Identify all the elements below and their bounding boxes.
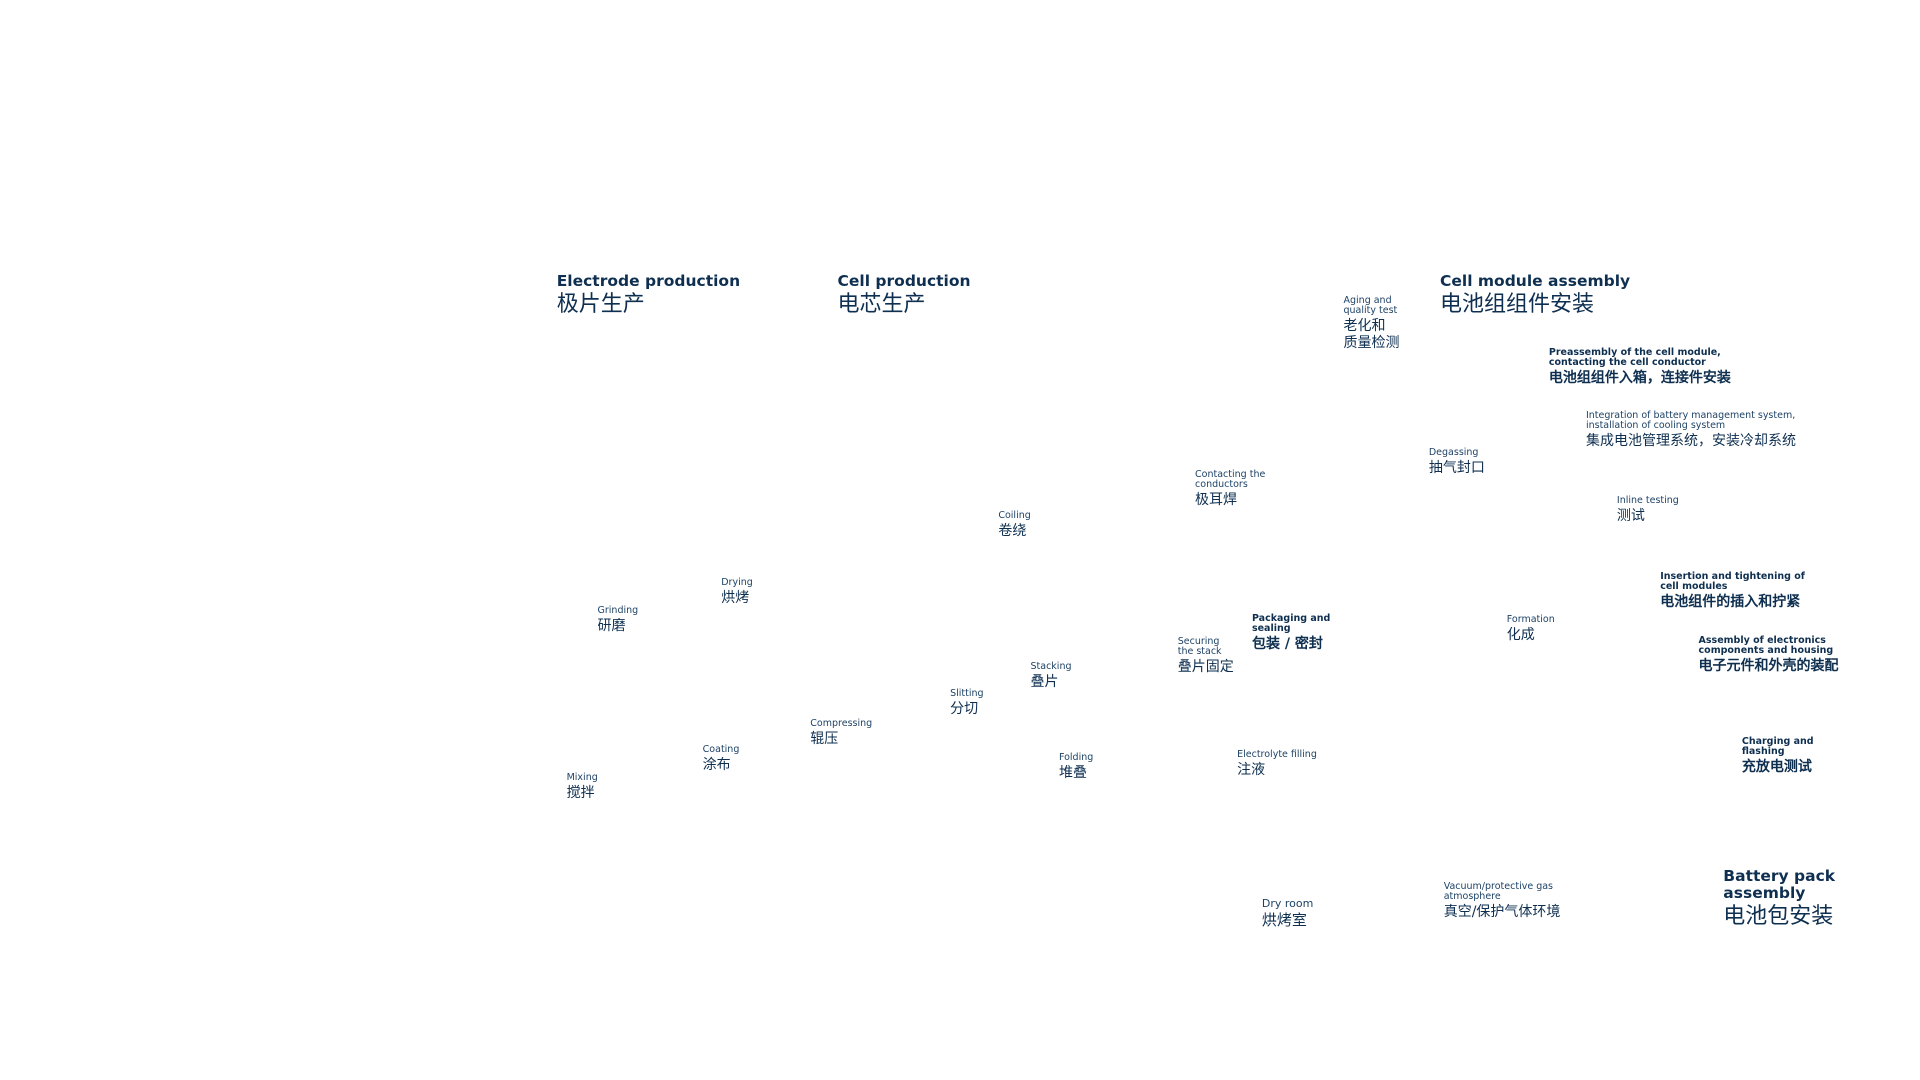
step-label: Contacting the conductors 极耳焊	[1195, 470, 1265, 509]
section-label: Electrode production 极片生产	[557, 273, 740, 318]
step-label: Packaging and sealing 包装 / 密封	[1251, 612, 1331, 653]
english-text: Inline testing	[1616, 495, 1679, 507]
chinese-text: 测试	[1616, 508, 1645, 525]
english-text: Stacking	[1030, 660, 1072, 672]
english-text: Preassembly of the cell module, contacti…	[1548, 346, 1721, 368]
chinese-text: 卷绕	[998, 522, 1027, 539]
english-text: Securing the stack	[1177, 636, 1222, 658]
step-label: Coating 涂布	[702, 743, 740, 774]
english-text: Integration of battery management system…	[1585, 409, 1796, 431]
step-label: Coiling 卷绕	[998, 509, 1031, 540]
step-label: Inline testing 测试	[1617, 496, 1679, 525]
english-text: Coiling	[998, 509, 1031, 521]
chinese-text: 辊压	[810, 730, 839, 747]
chinese-text: 抽气封口	[1428, 459, 1485, 476]
english-text: Battery pack assembly	[1723, 867, 1836, 903]
step-label: Preassembly of the cell module, contacti…	[1548, 346, 1731, 387]
english-text: Vacuum/protective gas atmosphere	[1443, 881, 1553, 903]
chinese-text: 电子元件和外壳的装配	[1698, 657, 1839, 674]
step-label: Charging and flashing 充放电测试	[1742, 737, 1814, 776]
step-label: Integration of battery management system…	[1585, 409, 1796, 450]
chinese-text: 涂布	[702, 756, 731, 773]
step-label: Stacking 叠片	[1030, 660, 1072, 691]
chinese-text: 电池组组件入箱，连接件安装	[1548, 369, 1731, 386]
step-label: Compressing 辊压	[810, 717, 873, 748]
step-label: Assembly of electronics components and h…	[1698, 634, 1839, 675]
chinese-text: 极片生产	[556, 292, 645, 318]
english-text: Cell module assembly	[1440, 272, 1631, 291]
step-label: Grinding 研磨	[598, 606, 639, 635]
english-text: Drying	[721, 576, 753, 588]
step-label: Insertion and tightening of cell modules…	[1660, 570, 1805, 611]
chinese-text: 分切	[950, 701, 979, 718]
chinese-text: 极耳焊	[1195, 492, 1238, 509]
chinese-text: 老化和 质量检测	[1343, 317, 1400, 351]
english-text: Electrode production	[556, 272, 741, 291]
chinese-text: 电池包安装	[1723, 904, 1834, 930]
english-text: Folding	[1058, 752, 1094, 764]
english-text: Packaging and sealing	[1251, 612, 1331, 634]
chinese-text: 烘烤	[721, 589, 750, 606]
step-label: Formation 化成	[1506, 613, 1555, 644]
chinese-text: 搅拌	[566, 785, 595, 802]
english-text: Coating	[702, 743, 740, 755]
step-label: Degassing 抽气封口	[1428, 446, 1485, 477]
step-label: Dry room 烘烤室	[1262, 898, 1313, 929]
chinese-text: 真空/保护气体环境	[1443, 904, 1561, 921]
chinese-text: 集成电池管理系统，安装冷却系统	[1585, 432, 1796, 449]
section-label: Battery pack assembly 电池包安装	[1723, 868, 1835, 930]
english-text: Degassing	[1428, 446, 1479, 458]
english-text: Cell production	[837, 272, 971, 291]
chinese-text: 堆叠	[1058, 765, 1087, 782]
chinese-text: 烘烤室	[1261, 911, 1307, 930]
chinese-text: 叠片固定	[1177, 659, 1234, 676]
english-text: Assembly of electronics components and h…	[1698, 634, 1834, 656]
chinese-text: 化成	[1506, 626, 1535, 643]
step-label: Slitting 分切	[950, 689, 983, 718]
step-label: Mixing 搅拌	[567, 773, 598, 802]
step-label: Vacuum/protective gas atmosphere 真空/保护气体环…	[1444, 882, 1561, 921]
chinese-text: 叠片	[1030, 673, 1059, 690]
english-text: Slitting	[950, 688, 984, 700]
chinese-text: 包装 / 密封	[1251, 635, 1323, 652]
english-text: Formation	[1506, 613, 1555, 625]
english-text: Mixing	[566, 772, 598, 784]
chinese-text: 充放电测试	[1741, 759, 1812, 776]
english-text: Electrolyte filling	[1237, 748, 1317, 760]
chinese-text: 研磨	[597, 618, 626, 635]
section-label: Cell module assembly 电池组组件安装	[1440, 273, 1630, 318]
english-text: Insertion and tightening of cell modules	[1660, 570, 1805, 592]
chinese-text: 电池组组件安装	[1440, 292, 1595, 318]
english-text: Grinding	[597, 605, 639, 617]
step-label: Folding 堆叠	[1059, 753, 1093, 782]
step-label: Aging and quality test 老化和 质量检测	[1343, 294, 1400, 352]
chinese-text: 注液	[1237, 761, 1266, 778]
chinese-text: 电池组件的插入和拧紧	[1660, 593, 1801, 610]
english-text: Compressing	[810, 717, 873, 729]
english-text: Dry room	[1261, 897, 1314, 911]
step-label: Securing the stack 叠片固定	[1178, 637, 1234, 676]
english-text: Aging and quality test	[1343, 294, 1398, 316]
step-label: Drying 烘烤	[721, 576, 753, 607]
english-text: Contacting the conductors	[1195, 469, 1266, 491]
chinese-text: 电芯生产	[837, 292, 926, 318]
step-label: Electrolyte filling 注液	[1237, 748, 1317, 779]
section-label: Cell production 电芯生产	[838, 273, 971, 318]
english-text: Charging and flashing	[1741, 736, 1814, 758]
